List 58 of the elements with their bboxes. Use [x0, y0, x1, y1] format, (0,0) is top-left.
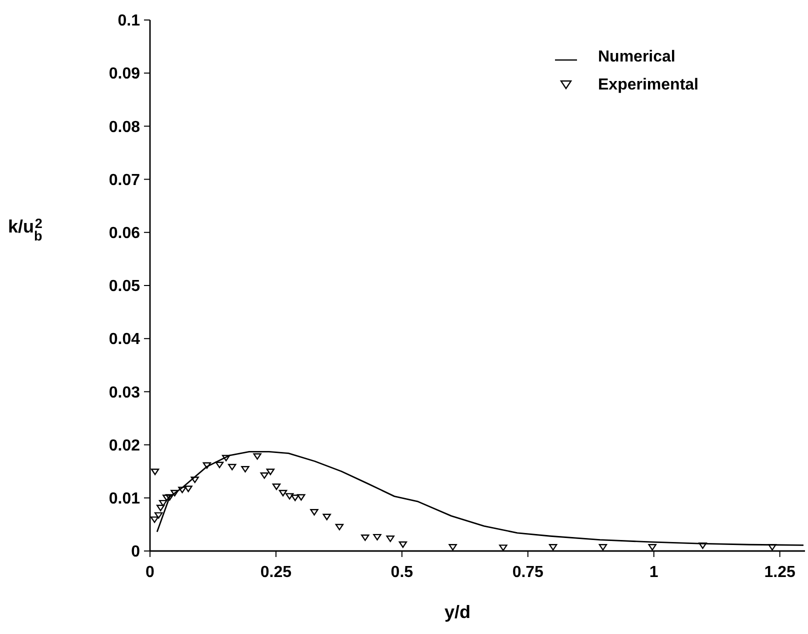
point — [322, 514, 331, 520]
point — [272, 484, 281, 490]
point — [266, 468, 275, 476]
point — [291, 494, 300, 502]
point — [154, 512, 163, 519]
x-tick-label: 0.25 — [260, 564, 292, 581]
point — [548, 544, 558, 550]
point — [170, 490, 179, 496]
y-tick-label: 0.09 — [108, 66, 140, 83]
point — [150, 516, 159, 523]
y-tick-label: 0.08 — [108, 118, 140, 136]
legend-label: Numerical — [598, 48, 676, 66]
x-tick-label: 1.25 — [764, 564, 796, 581]
point — [398, 541, 408, 548]
point — [386, 536, 394, 542]
y-tick-label: 0.1 — [118, 12, 140, 30]
point — [156, 504, 165, 512]
point — [285, 493, 294, 500]
point — [499, 544, 508, 552]
point — [215, 462, 224, 468]
y-tick-label: 0.02 — [108, 437, 140, 454]
x-tick-label: 0.5 — [390, 564, 414, 581]
point — [335, 524, 344, 530]
point — [768, 544, 776, 550]
y-tick-label: 0.05 — [108, 278, 140, 296]
point — [162, 494, 171, 502]
y-tick-label: 0.01 — [108, 490, 140, 508]
x-tick-label: 1 — [649, 564, 658, 581]
x-tick-label: 0 — [146, 564, 155, 581]
point — [448, 544, 457, 550]
point — [184, 486, 192, 492]
point — [297, 494, 306, 501]
y-tick-label: 0 — [131, 544, 140, 561]
point — [166, 494, 174, 501]
point — [648, 544, 656, 550]
point — [698, 542, 707, 549]
point — [159, 500, 168, 506]
point — [260, 472, 268, 479]
point — [150, 468, 160, 476]
y-tick-label: 0.04 — [108, 331, 140, 348]
point — [253, 453, 262, 460]
point — [278, 490, 288, 496]
y-tick-label: 0.06 — [108, 225, 140, 242]
y-tick-label: 0.03 — [108, 384, 140, 402]
x-axis-title: y/d — [444, 602, 471, 622]
point — [310, 509, 318, 516]
x-tick-label: 0.75 — [512, 564, 544, 581]
point — [190, 476, 199, 484]
point — [222, 454, 230, 462]
point — [178, 486, 186, 494]
y-tick-label: 0.07 — [108, 172, 140, 189]
point — [361, 534, 370, 541]
point — [228, 464, 236, 470]
point — [241, 466, 250, 472]
point — [598, 544, 608, 550]
point — [373, 534, 382, 540]
point — [202, 462, 212, 469]
legend-label: Experimental — [598, 76, 698, 94]
